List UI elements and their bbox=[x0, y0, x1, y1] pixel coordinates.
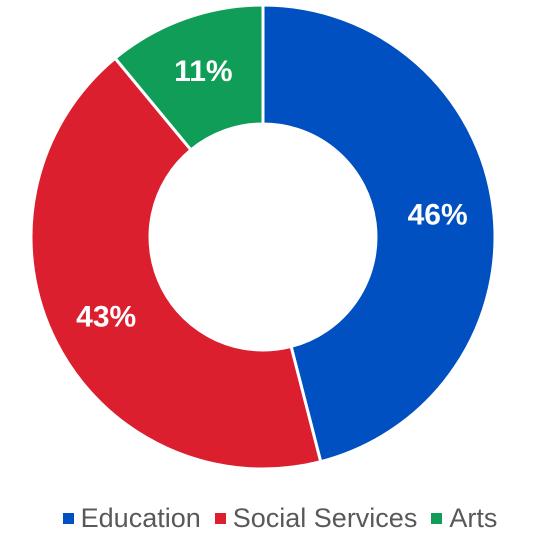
slice-social-services[interactable] bbox=[29, 56, 323, 471]
legend-swatch-social-services bbox=[214, 512, 226, 524]
legend-label-arts: Arts bbox=[449, 503, 498, 533]
slice-label-social-services: 43% bbox=[76, 300, 136, 333]
slice-labels: 46% 43% 11% bbox=[76, 55, 467, 333]
legend-item-arts[interactable]: Arts bbox=[431, 502, 497, 534]
donut-slices bbox=[29, 3, 497, 471]
legend-label-education: Education bbox=[80, 503, 201, 533]
slice-label-arts: 11% bbox=[174, 55, 232, 88]
slice-arts[interactable] bbox=[113, 3, 265, 152]
legend: Education Social Services Arts bbox=[0, 502, 560, 534]
slice-education[interactable] bbox=[261, 3, 497, 464]
legend-swatch-arts bbox=[431, 512, 443, 524]
legend-label-social-services: Social Services bbox=[232, 503, 418, 533]
slice-label-education: 46% bbox=[408, 198, 468, 231]
legend-item-social-services[interactable]: Social Services bbox=[214, 502, 418, 534]
legend-item-education[interactable]: Education bbox=[62, 502, 201, 534]
legend-swatch-education bbox=[62, 512, 74, 524]
